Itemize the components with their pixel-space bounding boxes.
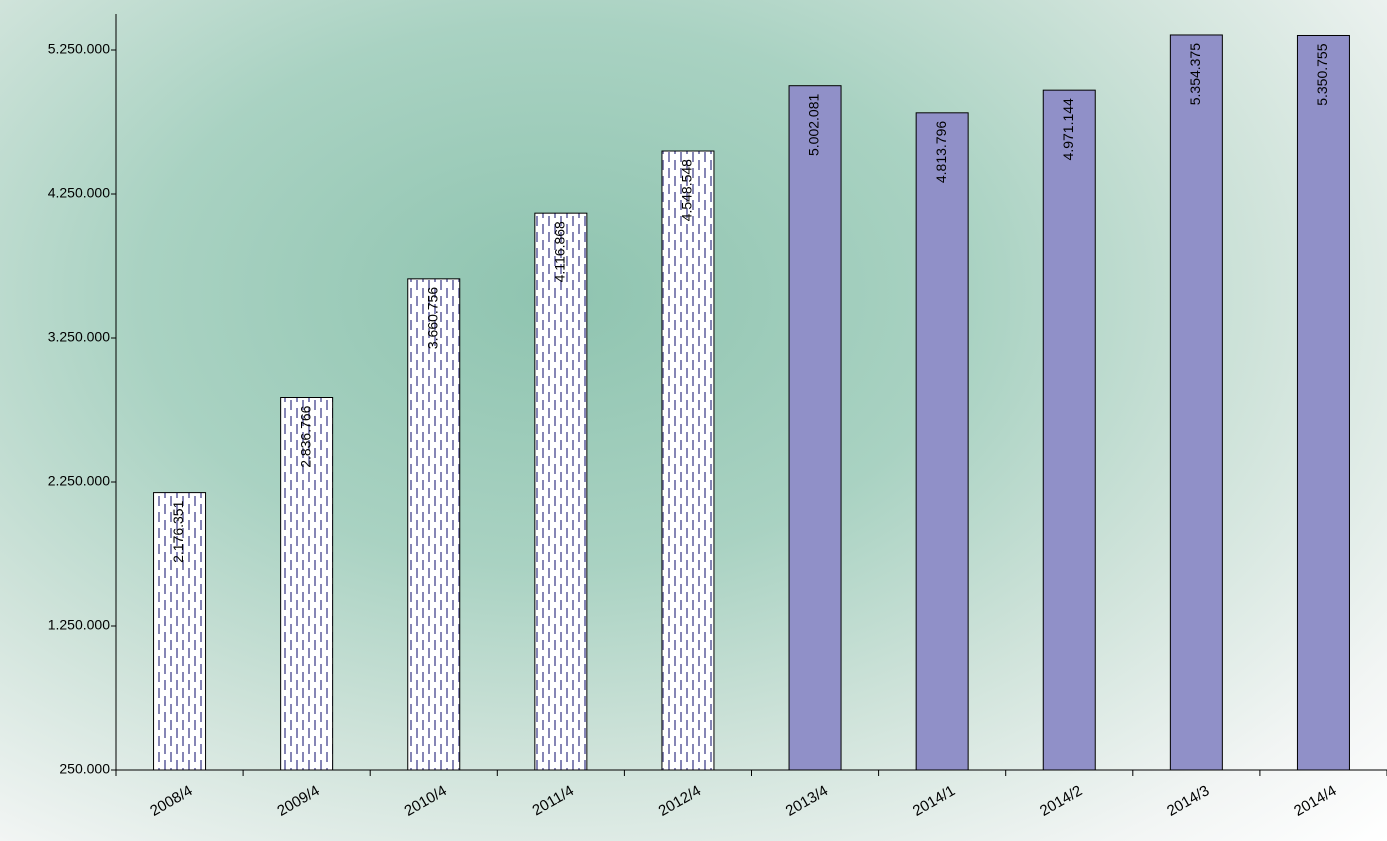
x-tick-label: 2014/1 xyxy=(910,782,958,820)
bar xyxy=(153,492,207,771)
x-tick-label: 2008/4 xyxy=(147,782,195,820)
x-tick-label: 2012/4 xyxy=(656,782,704,820)
y-tick-label: 5.250.000 xyxy=(48,41,110,57)
x-tick-label: 2014/4 xyxy=(1291,782,1339,820)
x-tick-label: 2010/4 xyxy=(401,782,449,820)
x-tick-label: 2014/3 xyxy=(1164,782,1212,820)
value-label: 5.002.081 xyxy=(806,94,822,156)
value-label: 2.836.766 xyxy=(297,405,313,467)
value-label: 4.971.144 xyxy=(1060,98,1076,160)
x-tick-label: 2009/4 xyxy=(274,782,322,820)
bar xyxy=(534,212,588,771)
x-tick-label: 2014/2 xyxy=(1037,782,1085,820)
y-tick-label: 3.250.000 xyxy=(48,329,110,345)
bar xyxy=(661,150,715,771)
y-tick-label: 2.250.000 xyxy=(48,473,110,489)
bar xyxy=(788,85,842,771)
value-label: 4.813.796 xyxy=(933,121,949,183)
value-label: 5.350.755 xyxy=(1314,43,1330,105)
y-tick-label: 1.250.000 xyxy=(48,617,110,633)
x-tick-label: 2011/4 xyxy=(530,782,577,819)
value-label: 3.660.756 xyxy=(424,287,440,349)
value-label: 4.116.868 xyxy=(552,221,568,282)
bar xyxy=(915,112,969,771)
x-tick-label: 2013/4 xyxy=(783,782,831,820)
value-label: 4.548.548 xyxy=(679,159,695,221)
bar xyxy=(1169,34,1223,771)
bar xyxy=(1042,89,1096,771)
y-tick-label: 4.250.000 xyxy=(48,185,110,201)
value-label: 2.176.351 xyxy=(170,500,186,562)
y-tick-label: 250.000 xyxy=(59,761,110,777)
value-label: 5.354.375 xyxy=(1187,43,1203,105)
bar xyxy=(407,278,461,771)
bar xyxy=(280,397,334,771)
bar xyxy=(1296,34,1350,771)
